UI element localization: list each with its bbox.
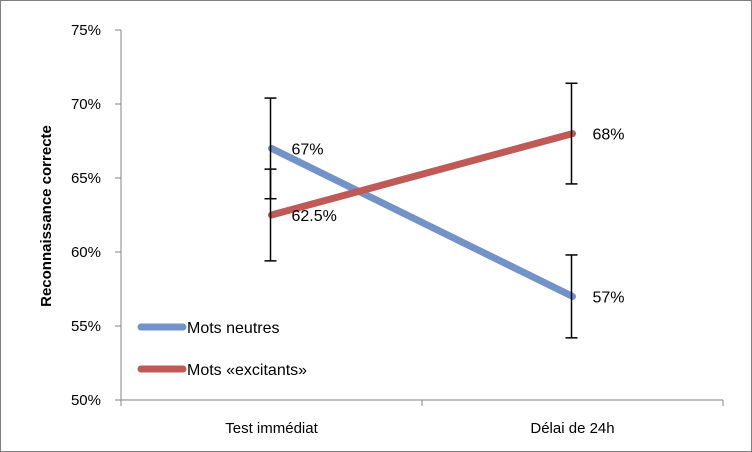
- y-tick-label: 75%: [71, 22, 101, 39]
- data-label: 62.5%: [292, 208, 337, 225]
- y-ticks: 50% 55% 60% 65% 70% 75%: [71, 22, 121, 409]
- y-axis-title: Reconnaissance correcte: [38, 125, 55, 307]
- x-ticks: Test immédiat Délai de 24h: [120, 400, 724, 437]
- x-tick-label: Délai de 24h: [530, 420, 614, 437]
- data-labels: 67% 57% 62.5% 68%: [292, 127, 625, 307]
- y-tick-label: 65%: [71, 170, 101, 187]
- y-tick-label: 60%: [71, 244, 101, 261]
- y-tick-label: 70%: [71, 96, 101, 113]
- legend-label-2: Mots «excitants»: [187, 362, 307, 379]
- series-line-1: [268, 144, 576, 300]
- data-label: 68%: [593, 127, 625, 144]
- legend: Mots neutres Mots «excitants»: [137, 320, 307, 379]
- series-lines: [268, 130, 576, 300]
- legend-label-1: Mots neutres: [187, 320, 279, 337]
- data-label: 67%: [292, 141, 324, 158]
- series-line-2: [268, 130, 576, 219]
- x-tick-label: Test immédiat: [225, 420, 318, 437]
- y-tick-label: 50%: [71, 392, 101, 409]
- y-tick-label: 55%: [71, 318, 101, 335]
- data-label: 57%: [593, 289, 625, 306]
- error-bars: [264, 82, 578, 339]
